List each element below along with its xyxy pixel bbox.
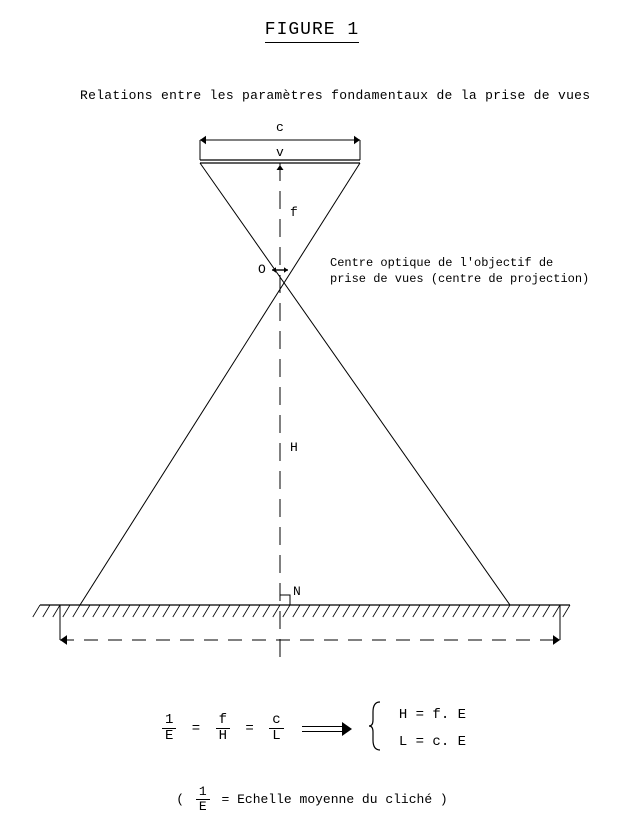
equals-1: = [192,721,200,737]
footnote: ( 1 E = Echelle moyenne du cliché ) [0,785,624,815]
label-N: N [293,584,301,599]
implies-arrow-icon [302,722,352,736]
diagram-svg [0,110,624,670]
equations-block: 1 E = f H = c L H = f. E L = c. E [0,700,624,780]
figure-title: FIGURE 1 [0,20,624,40]
footnote-open: ( [176,792,184,807]
label-O: O [258,262,266,277]
label-f: f [290,205,298,220]
label-v: v [276,145,284,160]
equals-2: = [245,721,253,737]
frac-f-over-H: f H [216,713,230,745]
derived-equations: H = f. E L = c. E [399,702,466,755]
figure-title-text: FIGURE 1 [265,20,359,43]
label-H: H [290,440,298,455]
derived-line-2: L = c. E [399,734,466,750]
footnote-frac: 1 E [196,785,210,815]
diagram-area: c v f O Centre optique de l'objectif de … [0,110,624,670]
figure-subtitle: Relations entre les paramètres fondament… [80,88,590,103]
frac-c-over-L: c L [269,713,283,745]
optical-note-line2: prise de vues (centre de projection) [330,272,589,286]
optical-note-line1: Centre optique de l'objectif de [330,256,553,270]
left-brace-icon [368,700,382,757]
footnote-rest: = Echelle moyenne du cliché ) [222,792,448,807]
derived-line-1: H = f. E [399,707,466,723]
optical-center-note: Centre optique de l'objectif de prise de… [330,255,589,287]
label-c: c [276,120,284,135]
frac-1-over-E: 1 E [162,713,176,745]
